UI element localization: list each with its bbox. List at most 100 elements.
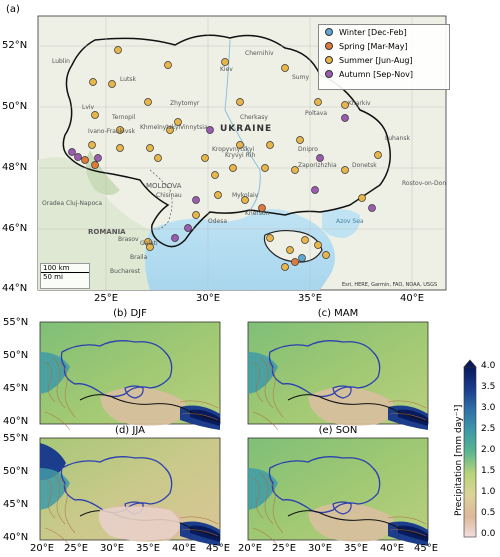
colorbar-tick: 1.5 (481, 466, 496, 476)
place-label: Sumy (292, 74, 310, 81)
scale-km: 100 km (41, 264, 89, 273)
place-label: Chernihiv (245, 50, 274, 57)
lat-tick: 40°N (3, 416, 29, 427)
figure-label: (a) (6, 4, 20, 15)
moldova-border (149, 169, 173, 230)
station-marker (114, 46, 122, 54)
station-marker (108, 80, 116, 88)
station-marker (266, 234, 274, 242)
station-marker (374, 151, 382, 159)
place-label: Zaporizhzhia (298, 162, 337, 169)
station-marker (116, 126, 124, 134)
station-marker (211, 171, 219, 179)
map-credit: Esri, HERE, Garmin, FAO, NOAA, USGS (342, 282, 438, 288)
station-marker (296, 136, 304, 144)
panel-title-jja: (d) JJA (115, 425, 145, 436)
station-marker (94, 154, 102, 162)
lon-tick: 25°E (94, 293, 119, 304)
station-marker (261, 164, 269, 172)
station-marker (311, 186, 319, 194)
station-marker (91, 111, 99, 119)
station-marker (341, 101, 349, 109)
lon-tick: 30°E (308, 543, 333, 554)
station-marker (201, 154, 209, 162)
legend-entry: Winter [Dec-Feb] (319, 25, 449, 39)
place-label: Galati (140, 240, 158, 247)
panel-title-djf: (b) DJF (113, 308, 147, 319)
station-markers (68, 46, 382, 271)
lat-tick: 45°N (3, 499, 29, 510)
colorbar-tick: 0.0 (481, 529, 496, 539)
lat-tick: 55°N (3, 433, 29, 444)
place-label: Kharkiv (348, 100, 371, 107)
legend-swatch (325, 70, 333, 78)
colorbar-tick: 2.5 (481, 424, 496, 434)
colorbar-tick: 1.0 (481, 487, 496, 497)
place-label: Chisinau (156, 192, 182, 199)
lat-tick: 45°N (3, 383, 29, 394)
station-marker (291, 166, 299, 174)
station-marker (206, 126, 214, 134)
place-label: Vinnytsia (180, 124, 208, 131)
lon-tick: 40°E (380, 543, 405, 554)
lat-tick: 46°N (2, 223, 28, 234)
colorbar (463, 366, 477, 538)
panel-mam (247, 321, 429, 431)
colorbar-tick: 4.0 (481, 361, 496, 371)
lon-tick: 40°E (172, 543, 197, 554)
station-marker (192, 196, 200, 204)
station-marker (91, 161, 99, 169)
place-label: Dnipro (298, 146, 318, 153)
legend-entry: Summer [Jun-Aug] (319, 53, 449, 67)
lon-tick: 20°E (238, 543, 263, 554)
station-marker (221, 58, 229, 66)
country-label: UKRAINE (220, 124, 273, 134)
place-label: Brasov (118, 236, 139, 243)
place-label: Bucharest (110, 268, 141, 275)
station-marker (146, 243, 154, 251)
station-marker (241, 196, 249, 204)
station-marker (89, 78, 97, 86)
station-marker (314, 241, 322, 249)
colorbar-tick: 3.0 (481, 403, 496, 413)
lat-tick: 55°N (3, 317, 29, 328)
lon-tick: 30°E (100, 543, 125, 554)
place-label: Cluj-Napoca (66, 200, 103, 207)
station-marker (88, 141, 96, 149)
lon-tick: 45°E (414, 543, 439, 554)
station-marker (358, 194, 366, 202)
station-marker (368, 204, 376, 212)
station-marker (281, 263, 289, 271)
place-label: Poltava (305, 110, 327, 117)
colorbar-label: Precipitation [mm day⁻¹] (454, 404, 464, 516)
station-marker (174, 118, 182, 126)
place-label: Ternopil (112, 114, 136, 121)
lon-tick: 20°E (30, 543, 55, 554)
station-marker (236, 98, 244, 106)
lat-tick: 50°N (2, 101, 28, 112)
map-grid (38, 16, 446, 290)
panel-djf (39, 321, 221, 431)
season-legend: Winter [Dec-Feb] Spring [Mar-May] Summer… (318, 24, 450, 90)
station-marker (81, 156, 89, 164)
station-marker (314, 98, 322, 106)
lon-tick: 35°E (136, 543, 161, 554)
station-marker (236, 141, 244, 149)
colorbar-tick: 0.5 (481, 508, 496, 518)
station-marker (291, 258, 299, 266)
legend-label: Summer [Jun-Aug] (339, 55, 413, 65)
place-label: Mykolaiv (232, 192, 259, 199)
station-marker (266, 141, 274, 149)
lon-tick: 25°E (272, 543, 297, 554)
place-label: Khmelnytskyi (140, 124, 181, 131)
station-marker (341, 166, 349, 174)
station-marker (144, 98, 152, 106)
station-marker (214, 191, 222, 199)
lon-tick: 35°E (298, 293, 323, 304)
place-label: Luhansk (385, 135, 410, 142)
place-label: Zhytomyr (170, 100, 200, 107)
place-label: Rostov-on-Don (402, 180, 447, 187)
lat-tick: 48°N (2, 162, 28, 173)
station-marker (171, 234, 179, 242)
station-marker (316, 154, 324, 162)
